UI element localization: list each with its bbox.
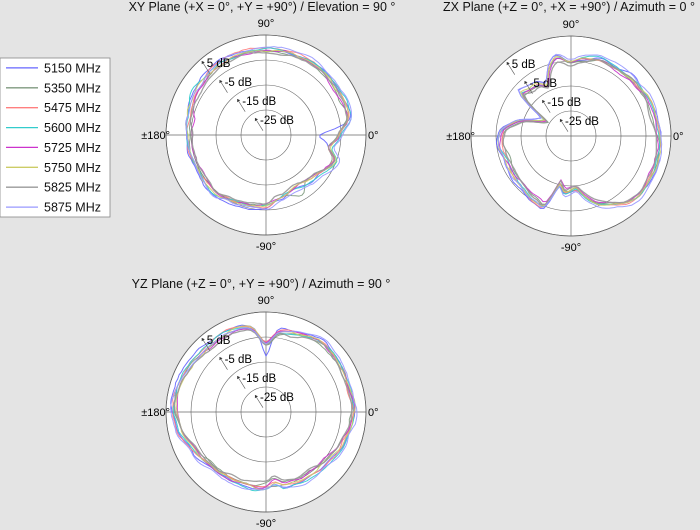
svg-text:5750 MHz: 5750 MHz xyxy=(44,161,101,175)
svg-text:±180°: ±180° xyxy=(141,130,170,142)
svg-text:-5 dB: -5 dB xyxy=(530,78,558,90)
svg-text:±180°: ±180° xyxy=(446,131,475,143)
svg-text:YZ Plane (+Z = 0°, +Y = +90°): YZ Plane (+Z = 0°, +Y = +90°) / Azimuth … xyxy=(132,277,391,291)
svg-text:-90°: -90° xyxy=(256,241,276,253)
svg-text:5875 MHz: 5875 MHz xyxy=(44,201,101,215)
svg-text:5600 MHz: 5600 MHz xyxy=(44,121,101,135)
svg-text:0°: 0° xyxy=(368,130,379,142)
svg-text:-15 dB: -15 dB xyxy=(547,97,581,109)
svg-text:5 dB: 5 dB xyxy=(512,59,536,71)
svg-text:XY Plane (+X = 0°, +Y = +90°): XY Plane (+X = 0°, +Y = +90°) / Elevatio… xyxy=(129,0,396,14)
svg-text:0°: 0° xyxy=(673,131,684,143)
svg-text:5725 MHz: 5725 MHz xyxy=(44,141,101,155)
svg-text:-15 dB: -15 dB xyxy=(242,96,276,108)
svg-text:90°: 90° xyxy=(258,295,275,307)
svg-text:5 dB: 5 dB xyxy=(207,58,231,70)
svg-text:90°: 90° xyxy=(258,18,275,30)
svg-text:-25 dB: -25 dB xyxy=(260,392,294,404)
svg-text:-15 dB: -15 dB xyxy=(242,373,276,385)
svg-text:-90°: -90° xyxy=(256,518,276,530)
svg-text:-25 dB: -25 dB xyxy=(260,115,294,127)
svg-text:5 dB: 5 dB xyxy=(207,335,231,347)
svg-text:90°: 90° xyxy=(563,19,580,31)
svg-text:-5 dB: -5 dB xyxy=(225,77,253,89)
svg-text:5475 MHz: 5475 MHz xyxy=(44,101,101,115)
svg-text:-5 dB: -5 dB xyxy=(225,354,253,366)
svg-text:-90°: -90° xyxy=(561,242,581,254)
svg-text:±180°: ±180° xyxy=(141,407,170,419)
svg-text:5825 MHz: 5825 MHz xyxy=(44,181,101,195)
svg-text:0°: 0° xyxy=(368,407,379,419)
svg-text:ZX Plane (+Z = 0°, +X = +90°): ZX Plane (+Z = 0°, +X = +90°) / Azimuth … xyxy=(443,0,695,14)
svg-text:5350 MHz: 5350 MHz xyxy=(44,81,101,95)
svg-text:-25 dB: -25 dB xyxy=(565,116,599,128)
svg-text:5150 MHz: 5150 MHz xyxy=(44,61,101,75)
